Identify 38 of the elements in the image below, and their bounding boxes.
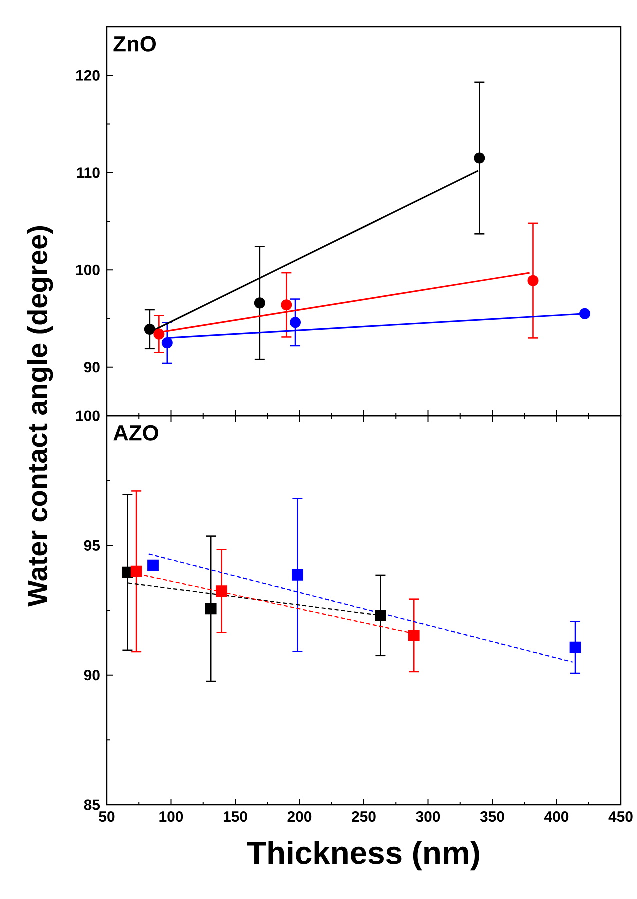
x-axis-title: Thickness (nm) — [247, 840, 480, 871]
x-tick-label: 100 — [160, 812, 184, 822]
point — [375, 610, 386, 622]
chart-title: ZnO — [114, 36, 156, 52]
point — [570, 642, 582, 654]
point — [292, 570, 304, 581]
y-tick-label: 95 — [84, 540, 100, 551]
x-tick-label: 400 — [544, 812, 569, 822]
y-tick-label: 85 — [84, 800, 100, 810]
point — [580, 308, 591, 320]
point — [154, 328, 165, 340]
point — [254, 298, 266, 309]
x-tick-label: 200 — [288, 812, 312, 822]
chart-title: AZO — [114, 425, 158, 441]
point — [290, 317, 302, 328]
point — [281, 300, 292, 311]
y-axis-title: Water contact angle (degree) — [27, 226, 54, 607]
x-tick-label: 450 — [608, 812, 633, 822]
y-tick-label: 90 — [84, 670, 100, 681]
x-tick-label: 150 — [224, 812, 248, 822]
point — [216, 586, 228, 598]
y-tick-label: 100 — [76, 264, 100, 276]
y-tick-label: 90 — [84, 362, 100, 373]
x-tick-label: 50 — [99, 812, 115, 822]
point — [528, 275, 539, 286]
point — [162, 338, 173, 349]
y-tick-label: 100 — [76, 410, 100, 422]
point — [144, 324, 156, 335]
y-tick-label: 110 — [77, 168, 100, 178]
x-tick-label: 250 — [352, 812, 376, 822]
point — [148, 560, 159, 572]
y-tick-label: 120 — [76, 70, 100, 81]
point — [474, 152, 486, 164]
x-tick-label: 300 — [416, 812, 440, 822]
point — [408, 630, 420, 642]
x-tick-label: 350 — [480, 812, 504, 822]
point — [130, 566, 142, 578]
point — [205, 603, 217, 615]
